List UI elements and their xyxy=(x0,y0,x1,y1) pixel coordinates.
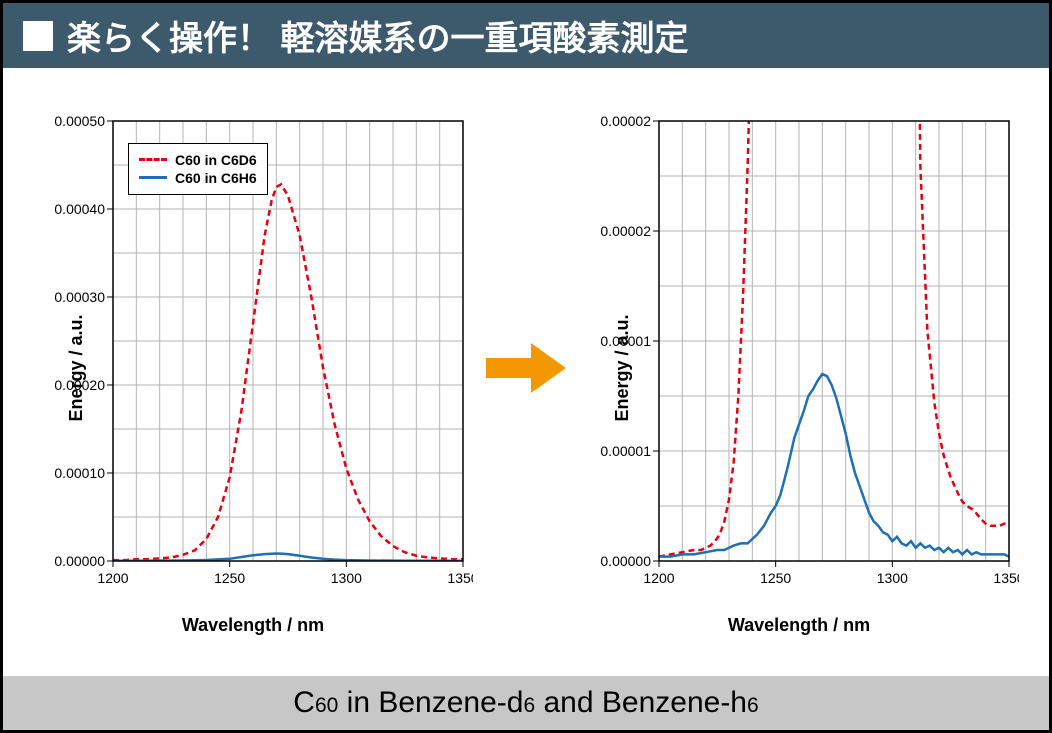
svg-text:0.00010: 0.00010 xyxy=(54,465,105,481)
legend-label: C60 in C6H6 xyxy=(175,170,257,186)
chart-right-xlabel: Wavelength / nm xyxy=(579,615,1019,636)
chart-right-wrap: Energy / a.u. 1200 1250 1300 1350 0.00000 0.0… xyxy=(579,101,1019,636)
svg-text:1300: 1300 xyxy=(877,570,908,586)
chart-left-xlabel: Wavelength / nm xyxy=(33,615,473,636)
svg-text:0.00002: 0.00002 xyxy=(600,223,651,239)
svg-text:0.00000: 0.00000 xyxy=(54,553,105,569)
header-bar: 楽らく操作！ 軽溶媒系の一重項酸素測定 xyxy=(3,3,1049,68)
svg-text:1350: 1350 xyxy=(447,570,473,586)
svg-text:1200: 1200 xyxy=(97,570,128,586)
arrow-wrap xyxy=(481,338,571,398)
svg-text:1250: 1250 xyxy=(214,570,245,586)
header-title: 楽らく操作！ 軽溶媒系の一重項酸素測定 xyxy=(67,11,688,60)
legend-swatch xyxy=(139,176,167,179)
caption-part-c: and Benzene-h xyxy=(535,686,747,719)
chart-right-ylabel: Energy / a.u. xyxy=(612,314,633,421)
svg-text:0.00002: 0.00002 xyxy=(600,113,651,129)
legend-label: C60 in C6D6 xyxy=(175,152,257,168)
svg-text:0.00030: 0.00030 xyxy=(54,289,105,305)
svg-text:1300: 1300 xyxy=(331,570,362,586)
chart-right: 12001250130013500.000000.000010.000010.0… xyxy=(579,101,1019,611)
svg-text:1200: 1200 xyxy=(643,570,674,586)
svg-text:0.00050: 0.00050 xyxy=(54,113,105,129)
legend-swatch xyxy=(139,158,167,161)
svg-text:0.00040: 0.00040 xyxy=(54,201,105,217)
svg-text:1250: 1250 xyxy=(760,570,791,586)
caption-part-a: C xyxy=(293,686,315,719)
svg-text:1350: 1350 xyxy=(993,570,1019,586)
svg-text:0.00001: 0.00001 xyxy=(600,443,651,459)
figure-container: 楽らく操作！ 軽溶媒系の一重項酸素測定 Energy / a.u. 1200 12… xyxy=(0,0,1052,733)
chart-left-wrap: Energy / a.u. 1200 1250 1300 1350 0.00000 0.0… xyxy=(33,101,473,636)
legend-item: C60 in C6H6 xyxy=(139,170,257,186)
svg-text:0.00000: 0.00000 xyxy=(600,553,651,569)
chart-left-ylabel: Energy / a.u. xyxy=(66,314,87,421)
caption-sub-c: 6 xyxy=(747,694,759,717)
caption-sub-b: 6 xyxy=(523,694,535,717)
caption-sub-a: 60 xyxy=(315,694,338,717)
footer-caption: C60 in Benzene-d6 and Benzene-h6 xyxy=(3,676,1049,730)
arrow-icon xyxy=(481,338,571,398)
chart-area: Energy / a.u. 1200 1250 1300 1350 0.00000 0.0… xyxy=(3,68,1049,658)
header-square-icon xyxy=(23,21,53,51)
legend-item: C60 in C6D6 xyxy=(139,152,257,168)
chart-legend: C60 in C6D6 C60 in C6H6 xyxy=(128,143,268,195)
caption-part-b: in Benzene-d xyxy=(338,686,523,719)
